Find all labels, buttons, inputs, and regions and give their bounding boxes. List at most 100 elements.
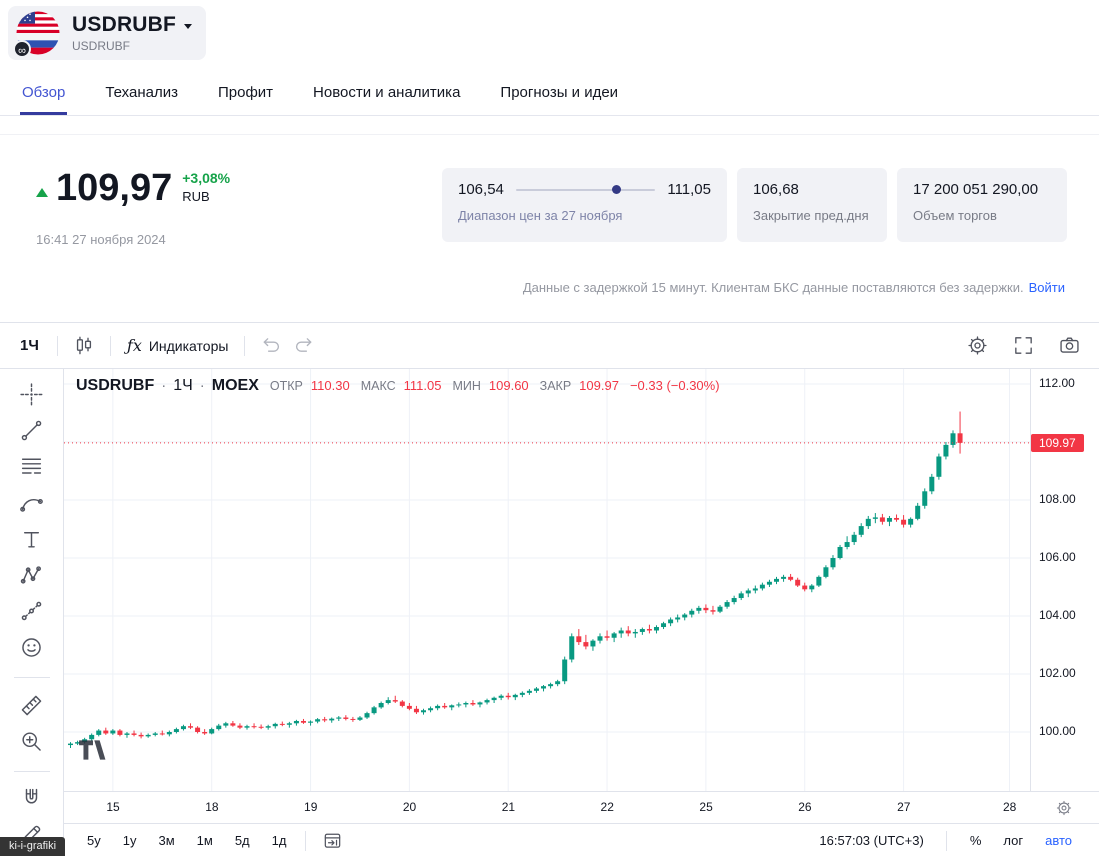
settings-gear-icon[interactable] [961, 330, 993, 362]
axis-settings-icon[interactable] [1055, 799, 1073, 817]
time-axis-label: 18 [205, 800, 219, 814]
time-axis[interactable]: 15 18 19 20 21 22 25 26 27 28 [64, 791, 1099, 823]
price-axis-label: 100.00 [1039, 724, 1076, 738]
fullscreen-icon[interactable] [1007, 330, 1039, 362]
zoom-in-icon[interactable] [15, 726, 49, 756]
legend-change: −0.33 (−0.30%) [629, 378, 720, 393]
login-link[interactable]: Войти [1028, 280, 1065, 295]
prev-close-value: 106,68 [753, 181, 799, 198]
xabcd-pattern-icon[interactable] [15, 560, 49, 590]
toolbar-divider [109, 335, 111, 356]
range-high-value: 111,05 [667, 181, 711, 198]
time-axis-label: 19 [304, 800, 318, 814]
toolbar-right-group [961, 330, 1085, 362]
legend-close-value: 109.97 [579, 378, 619, 393]
indicators-button[interactable]: ƒx Индикаторы [121, 330, 235, 361]
interval-button[interactable]: 1Ч [12, 331, 47, 360]
indicators-label: Индикаторы [148, 337, 229, 354]
range-dot [611, 185, 621, 194]
toolbar-divider [945, 830, 947, 851]
time-axis-label: 25 [699, 800, 713, 814]
delay-notice: Данные с задержкой 15 минут. Клиентам БК… [523, 280, 1065, 295]
change-percent: +3,08% [182, 170, 231, 186]
brush-icon[interactable] [15, 488, 49, 518]
prev-close-label: Закрытие пред.дня [753, 208, 869, 223]
range-button-1м[interactable]: 1м [188, 829, 222, 852]
edit-icon[interactable] [15, 820, 49, 850]
symbol-selector[interactable]: ∞ USDRUBF USDRUBF [8, 6, 207, 60]
crosshair-icon[interactable] [15, 379, 49, 409]
futures-badge-icon: ∞ [13, 40, 31, 58]
time-axis-label: 27 [897, 800, 911, 814]
candlestick-chart[interactable] [64, 369, 1030, 791]
legend-low-label: МИН [452, 379, 481, 393]
go-to-date-button[interactable] [316, 825, 348, 856]
legend-dot: · [199, 377, 205, 394]
symbol-title: USDRUBF [72, 13, 177, 36]
stat-cards: 106,54 111,05 Диапазон цен за 27 ноября … [442, 168, 1067, 247]
volume-value: 17 200 051 290,00 [913, 181, 1039, 198]
range-button-3м[interactable]: 3м [149, 829, 183, 852]
fx-icon: ƒx [126, 336, 142, 355]
emoji-icon[interactable] [15, 633, 49, 663]
range-buttons: 5у 1у 3м 1м 5д 1д [78, 829, 295, 852]
last-price-badge: 109.97 [1031, 433, 1084, 452]
ruler-icon[interactable] [15, 690, 49, 720]
price-range-card: 106,54 111,05 Диапазон цен за 27 ноября [442, 168, 727, 242]
log-scale-button[interactable]: лог [994, 829, 1032, 852]
tradingview-logo[interactable] [78, 739, 108, 761]
redo-button[interactable] [287, 330, 319, 362]
legend-exchange: MOEX [211, 377, 259, 394]
volume-label: Объем торгов [913, 208, 997, 223]
chart-bottom-bar: 5у 1у 3м 1м 5д 1д 16:57:03 (UTC+3) % лог авто [64, 823, 1099, 856]
trendline-icon[interactable] [15, 415, 49, 445]
toolbar-divider [305, 830, 307, 851]
legend-close-label: ЗАКР [539, 379, 572, 393]
price-axis-label: 102.00 [1039, 666, 1076, 680]
quote-section: 109,97 +3,08% RUB 16:41 27 ноября 2024 1… [36, 167, 1067, 247]
currency-label: RUB [182, 189, 210, 204]
legend-high-value: 111.05 [403, 378, 442, 393]
price-axis[interactable]: 109.97 112.00 108.00 106.00 104.00 102.00 100… [1030, 369, 1099, 791]
range-button-5д[interactable]: 5д [226, 829, 259, 852]
time-axis-label: 15 [106, 800, 120, 814]
content-separator [0, 134, 1099, 135]
forecast-icon[interactable] [15, 597, 49, 627]
time-axis-label: 28 [1002, 800, 1017, 814]
legend-low-value: 109.60 [488, 378, 529, 393]
chevron-down-icon[interactable] [184, 24, 193, 29]
tab-3[interactable]: Профит [217, 84, 274, 101]
auto-scale-button[interactable]: авто [1036, 829, 1081, 852]
tab-1[interactable]: Обзор [20, 76, 68, 115]
range-button-1д[interactable]: 1д [263, 829, 296, 852]
time-axis-label: 22 [600, 800, 614, 814]
range-low-value: 106,54 [458, 181, 504, 198]
chart-plot-area[interactable]: USDRUBF · 1Ч · MOEX ОТКР 110.30 МАКС 111… [64, 369, 1030, 791]
toolbar-separator [13, 770, 50, 772]
legend-high-label: МАКС [360, 379, 396, 393]
legend-open-value: 110.30 [310, 378, 350, 393]
header: ∞ USDRUBF USDRUBF [8, 6, 207, 60]
text-tool-icon[interactable] [15, 524, 49, 554]
legend-interval: 1Ч [173, 377, 193, 394]
toolbar-divider [244, 335, 246, 356]
tab-5[interactable]: Прогнозы и идеи [500, 84, 619, 101]
tab-4[interactable]: Новости и аналитика [313, 84, 461, 101]
price-axis-label: 108.00 [1039, 492, 1076, 506]
price-axis-label: 104.00 [1039, 608, 1076, 622]
tab-2[interactable]: Теханализ [105, 84, 178, 101]
range-button-5у[interactable]: 5у [78, 829, 110, 852]
legend-dot: · [161, 377, 167, 394]
camera-icon[interactable] [1053, 330, 1085, 362]
toolbar-separator [13, 677, 50, 679]
fib-lines-icon[interactable] [15, 452, 49, 482]
clock[interactable]: 16:57:03 (UTC+3) [819, 833, 924, 848]
candle-style-button[interactable] [68, 330, 100, 362]
undo-button[interactable] [255, 330, 287, 362]
percent-scale-button[interactable]: % [961, 829, 991, 852]
usdrub-flag-icon: ∞ [13, 11, 60, 58]
magnet-icon[interactable] [15, 783, 49, 813]
range-button-1у[interactable]: 1у [114, 829, 146, 852]
quote-block: 109,97 +3,08% RUB 16:41 27 ноября 2024 [36, 167, 231, 247]
